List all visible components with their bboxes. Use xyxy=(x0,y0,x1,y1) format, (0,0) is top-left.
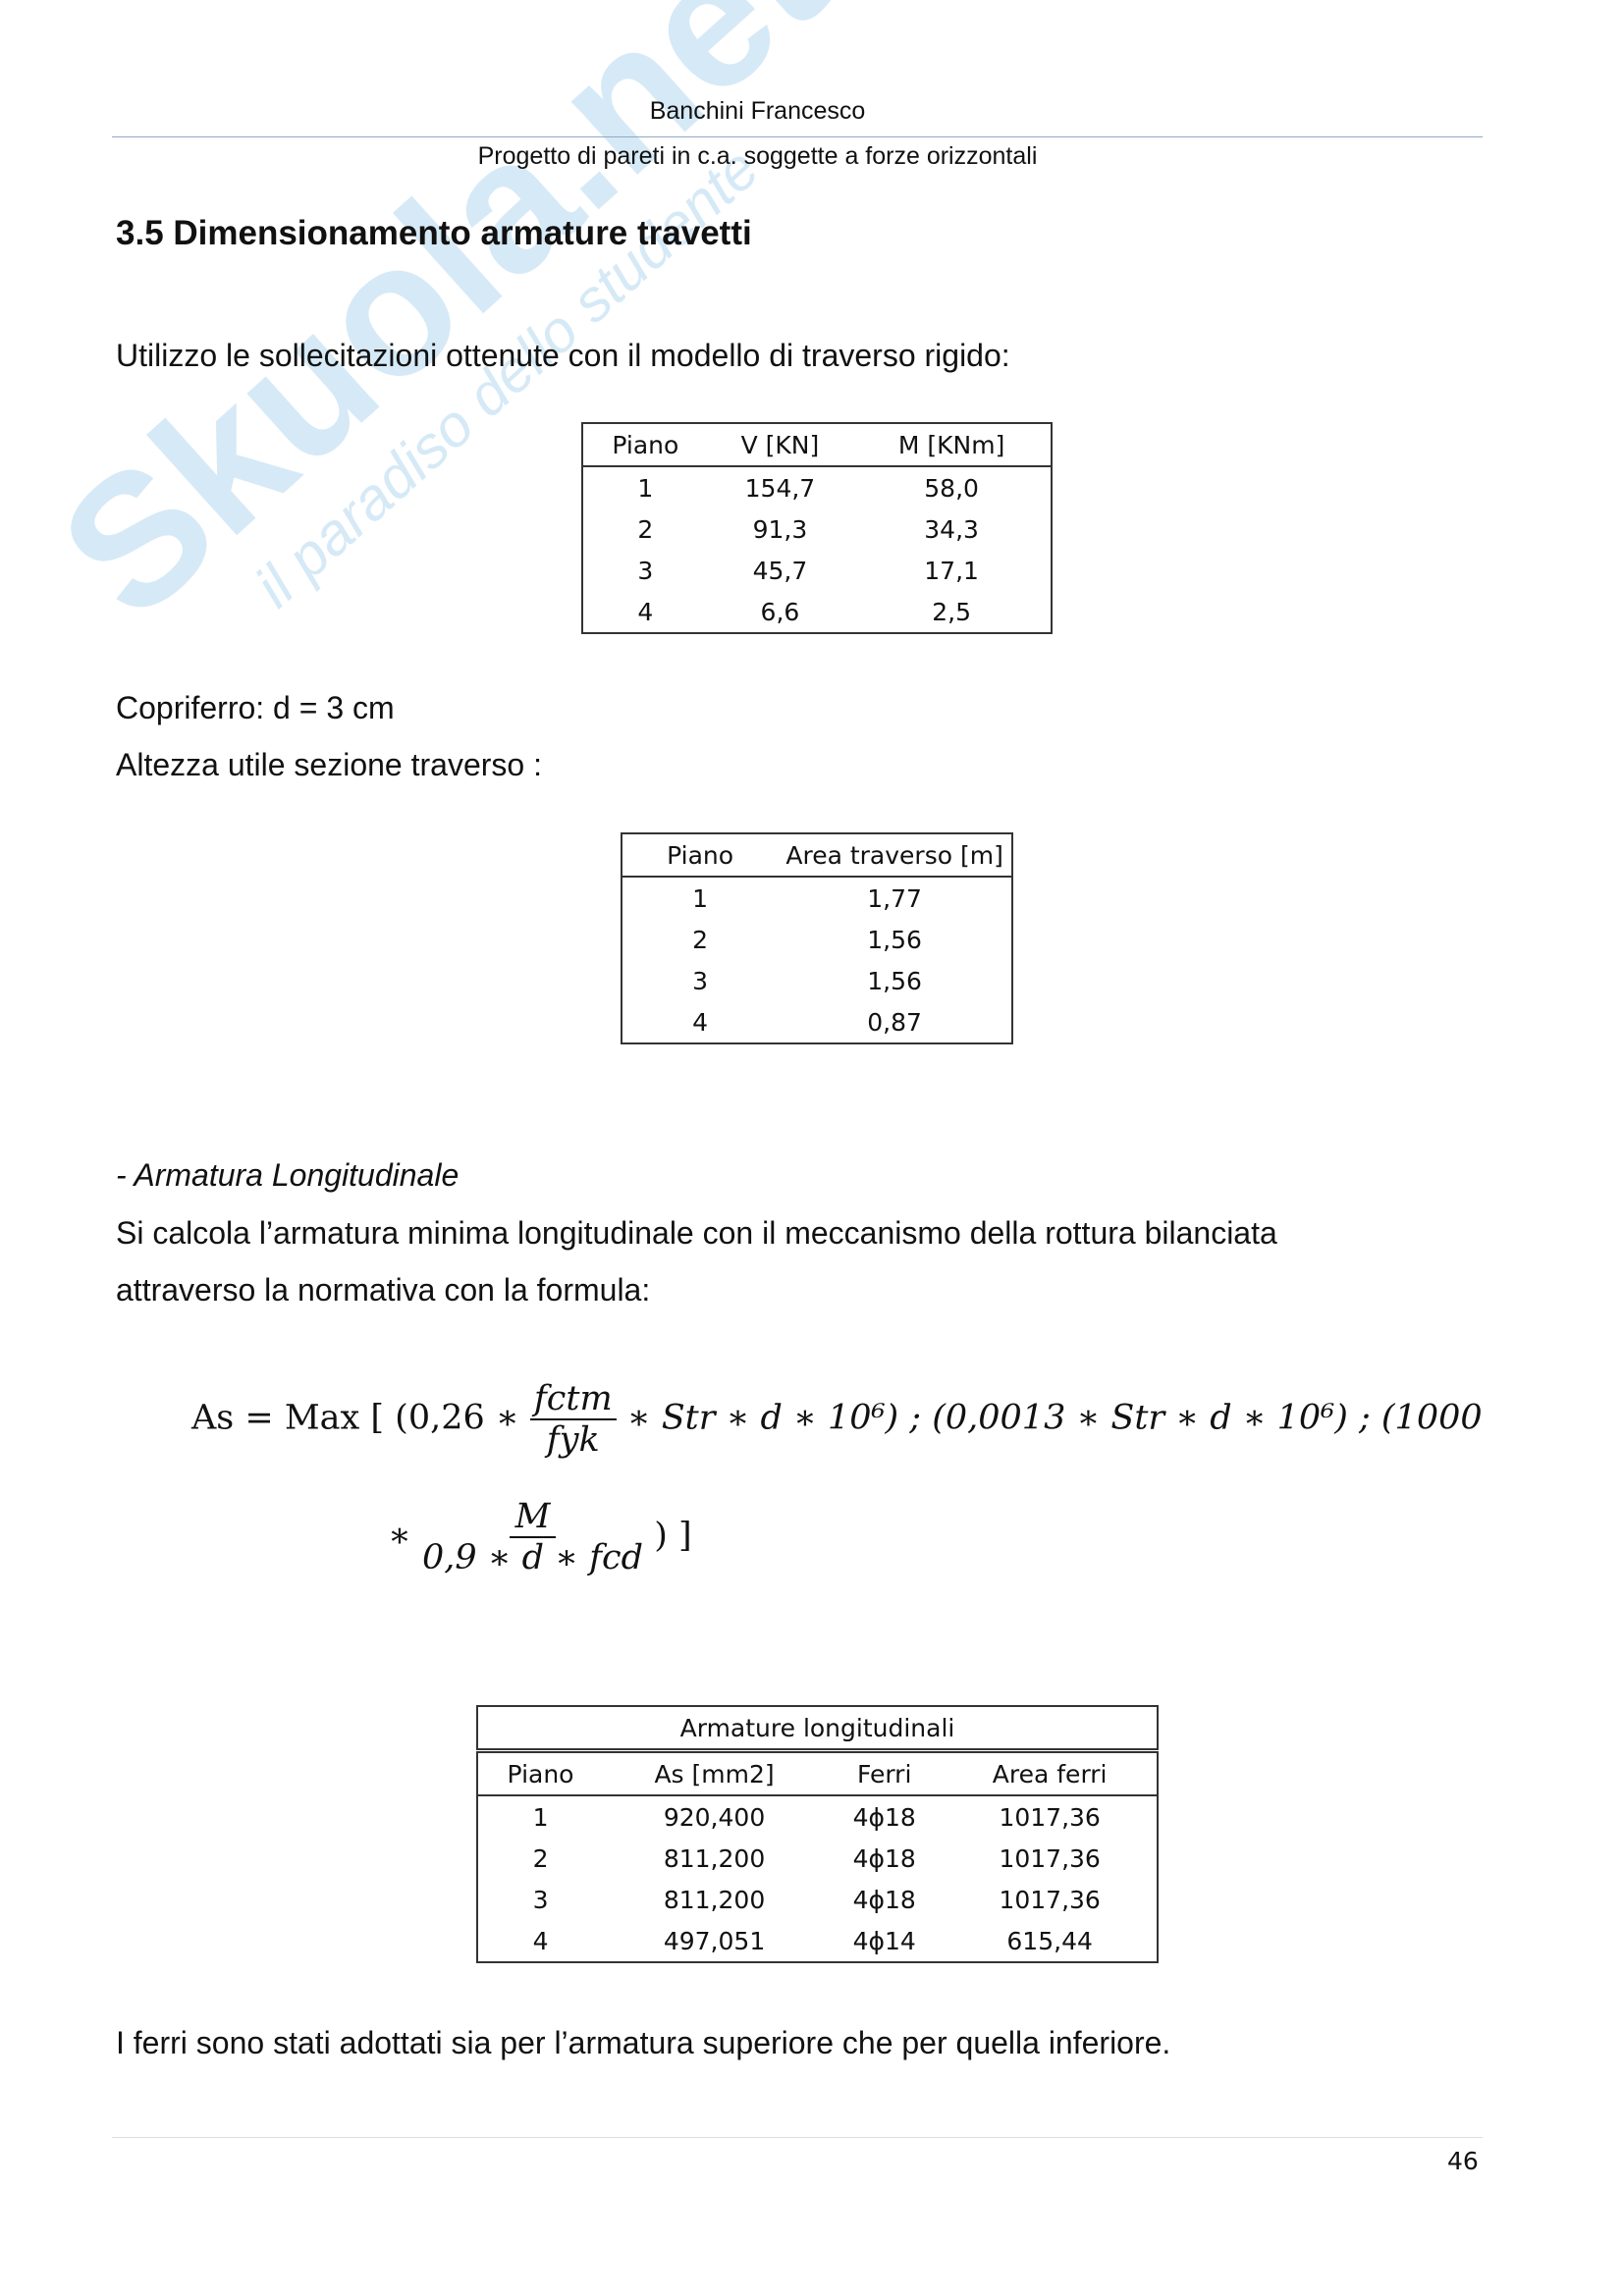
table-row: 2 91,3 34,3 xyxy=(582,508,1052,550)
table-cell: 91,3 xyxy=(752,514,808,544)
col-header: Area ferri xyxy=(943,1750,1158,1796)
intro-text: Utilizzo le sollecitazioni ottenute con … xyxy=(116,338,1010,373)
table-cell: 34,3 xyxy=(924,514,979,544)
table-cell: 4 xyxy=(532,1926,549,1955)
table-row: 3 811,200 4ϕ18 1017,36 xyxy=(477,1879,1158,1920)
formula-max: Max [ (0,26 ∗ xyxy=(284,1398,519,1438)
table-cell: 1017,36 xyxy=(999,1843,1101,1873)
table-cell: 1 xyxy=(692,883,709,913)
page-number: 46 xyxy=(1447,2147,1479,2175)
table-cell: 811,200 xyxy=(663,1843,766,1873)
table-cell: 2,5 xyxy=(932,597,971,626)
formula-end: ) ] xyxy=(654,1516,692,1556)
fraction-m: M 0,9 ∗ d ∗ fcd xyxy=(422,1497,643,1577)
copriferro-text: Copriferro: d = 3 cm xyxy=(116,690,395,725)
conclusion-text: I ferri sono stati adottati sia per l’ar… xyxy=(116,2025,1171,2060)
col-header: V [KN] xyxy=(707,423,853,467)
table-cell: 3 xyxy=(637,556,654,585)
denominator: 0,9 ∗ d ∗ fcd xyxy=(421,1538,644,1577)
table-cell: 6,6 xyxy=(760,597,800,626)
paragraph: Si calcola l’armatura minima longitudina… xyxy=(116,1215,1277,1251)
col-header: Piano xyxy=(477,1750,604,1796)
table-cell: 3 xyxy=(692,966,709,995)
fraction-fctm-fyk: fctm fyk xyxy=(529,1379,617,1460)
formula-lhs: As = xyxy=(191,1398,285,1438)
table-row: 4 0,87 xyxy=(622,1001,1012,1043)
table-cell: 3 xyxy=(532,1885,549,1914)
table-cell: 2 xyxy=(692,925,709,954)
table-row: 1 920,400 4ϕ18 1017,36 xyxy=(477,1795,1158,1838)
section-title: 3.5 Dimensionamento armature travetti xyxy=(116,214,752,252)
table-cell: 497,051 xyxy=(663,1926,766,1955)
formula-line-2: ∗ M 0,9 ∗ d ∗ fcd ) ] xyxy=(388,1497,692,1577)
table-cell: 615,44 xyxy=(1006,1926,1093,1955)
table-row: 1 154,7 58,0 xyxy=(582,466,1052,508)
table-row: 3 1,56 xyxy=(622,960,1012,1001)
table-cell: 920,400 xyxy=(663,1802,766,1832)
table-cell: 1 xyxy=(532,1802,549,1832)
formula-line-1: As = Max [ (0,26 ∗ fctm fyk ∗ Str ∗ d ∗ 1… xyxy=(191,1379,1483,1460)
table-cell: 4ϕ18 xyxy=(852,1843,916,1873)
table-cell: 1017,36 xyxy=(999,1802,1101,1832)
altezza-text: Altezza utile sezione traverso : xyxy=(116,747,542,782)
footer-rule xyxy=(112,2137,1483,2138)
table-row: 4 6,6 2,5 xyxy=(582,591,1052,633)
table-cell: 58,0 xyxy=(924,473,979,503)
header-author: Banchini Francesco xyxy=(649,97,866,125)
table-cell: 0,87 xyxy=(867,1007,922,1037)
table-cell: 1,56 xyxy=(867,925,922,954)
table-cell: 811,200 xyxy=(663,1885,766,1914)
denominator: fyk xyxy=(546,1420,600,1460)
header-subtitle: Progetto di pareti in c.a. soggette a fo… xyxy=(477,142,1038,170)
subsection-title: - Armatura Longitudinale xyxy=(116,1157,460,1193)
table-row: 3 45,7 17,1 xyxy=(582,550,1052,591)
table-cell: 4ϕ18 xyxy=(852,1802,916,1832)
table-cell: 1017,36 xyxy=(999,1885,1101,1914)
formula-middle: ∗ Str ∗ d ∗ 10⁶) ; (0,0013 ∗ Str ∗ d ∗ 1… xyxy=(626,1398,1483,1438)
table-title: Armature longitudinali xyxy=(477,1706,1158,1753)
table-row: 2 1,56 xyxy=(622,919,1012,960)
col-header: Piano xyxy=(582,423,708,467)
table-cell: 1,56 xyxy=(867,966,922,995)
table-cell: 2 xyxy=(532,1843,549,1873)
numerator: M xyxy=(509,1497,557,1538)
table-cell: 4ϕ14 xyxy=(852,1926,916,1955)
numerator: fctm xyxy=(529,1379,617,1420)
table-cell: 4 xyxy=(692,1007,709,1037)
col-header: Area traverso [m] xyxy=(778,833,1012,878)
table-cell: 1 xyxy=(637,473,654,503)
header-rule xyxy=(112,136,1483,137)
table-cell: 17,1 xyxy=(924,556,979,585)
formula-star: ∗ xyxy=(388,1516,411,1556)
forces-table: Piano V [KN] M [KNm] 1 154,7 58,0 2 91,3 34,3… xyxy=(581,422,1053,634)
col-header: As [mm2] xyxy=(603,1750,827,1796)
paragraph: attraverso la normativa con la formula: xyxy=(116,1272,651,1308)
table-cell: 4 xyxy=(637,597,654,626)
armature-table: Armature longitudinali Piano As [mm2] Fe… xyxy=(476,1705,1159,1963)
table-cell: 2 xyxy=(637,514,654,544)
col-header: Ferri xyxy=(826,1750,944,1796)
col-header: Piano xyxy=(622,833,779,878)
table-row: 4 497,051 4ϕ14 615,44 xyxy=(477,1920,1158,1962)
table-cell: 4ϕ18 xyxy=(852,1885,916,1914)
traverso-table: Piano Area traverso [m] 1 1,77 2 1,56 3 1,56 4… xyxy=(621,832,1013,1044)
table-cell: 154,7 xyxy=(744,473,816,503)
table-cell: 45,7 xyxy=(752,556,808,585)
table-cell: 1,77 xyxy=(867,883,922,913)
table-row: 2 811,200 4ϕ18 1017,36 xyxy=(477,1838,1158,1879)
col-header: M [KNm] xyxy=(852,423,1052,467)
table-row: 1 1,77 xyxy=(622,877,1012,919)
